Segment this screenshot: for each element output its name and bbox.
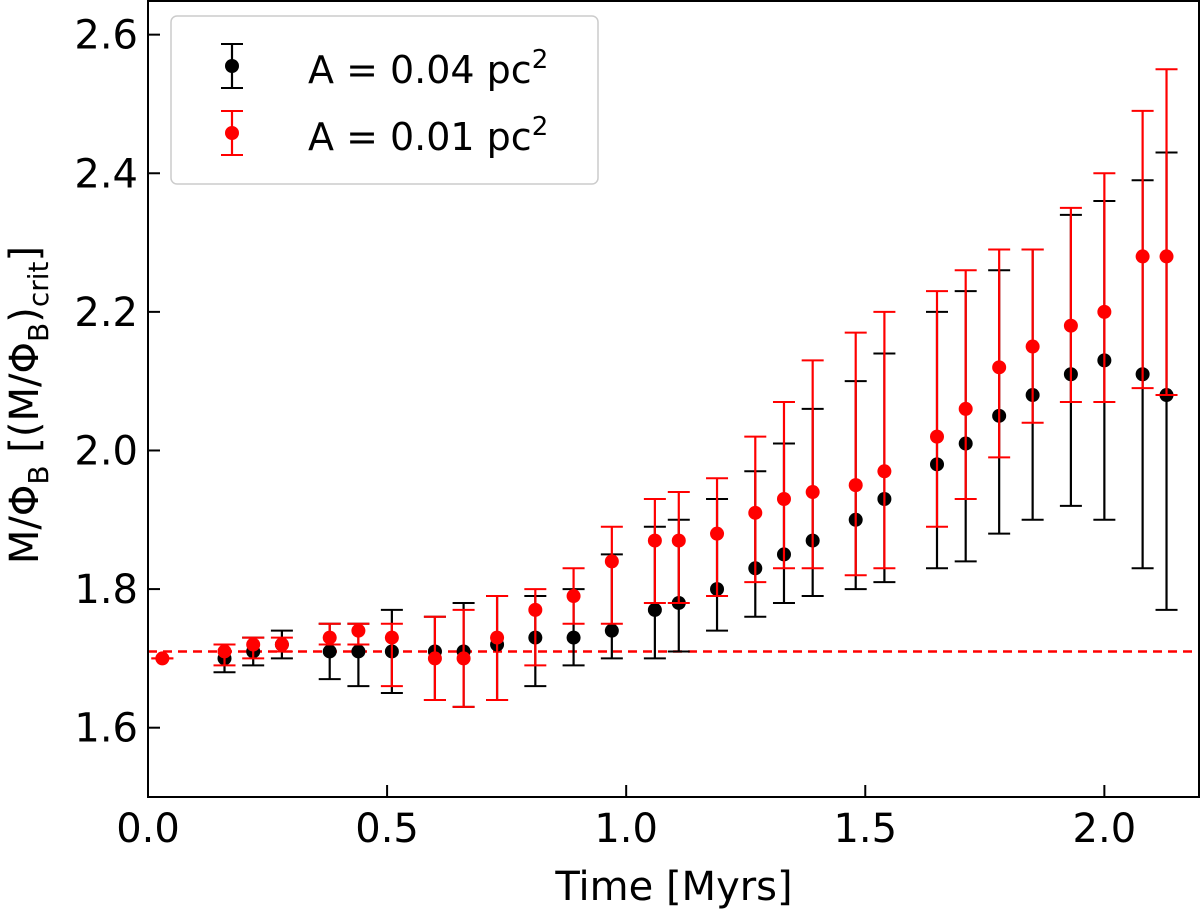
data-point [877,464,892,479]
error-bar [486,595,509,701]
data-point [776,491,791,506]
legend-marker-series-2 [221,110,243,156]
error-bar [1021,248,1044,424]
error-bar [801,359,824,570]
ticks-layer: 0.0 0.5 1.0 1.5 2.0 1.6 1.8 2.0 2.2 2.4 2.6 [74,13,1136,852]
y-tick-label: 1.8 [74,567,138,613]
data-point [1097,304,1112,319]
series-2 [151,68,1178,708]
data-point [647,533,662,548]
legend-point [225,59,239,73]
data-point [958,401,973,416]
series-layer [151,68,1178,708]
y-axis-title: M/ΦB [(M/ΦB)crit] [2,246,55,564]
data-point [566,630,581,645]
error-bar [524,588,547,667]
data-point [805,485,820,500]
legend-box [170,15,599,185]
data-point [1063,318,1078,333]
data-point [456,651,471,666]
y-tick-label: 2.0 [74,428,138,474]
data-point [384,630,399,645]
data-point [322,644,337,659]
x-tick-label: 1.5 [833,806,897,852]
data-point [155,651,170,666]
error-bar [988,248,1011,459]
legend-marker-series-1 [221,43,243,89]
data-point [604,554,619,569]
data-point [710,526,725,541]
data-point [1159,249,1174,264]
y-tick-label: 2.2 [74,290,138,336]
data-point [992,360,1007,375]
plot-frame [147,0,1200,798]
y-tick-label: 2.6 [74,13,138,59]
x-tick-label: 2.0 [1073,806,1137,852]
legend-label-series-2: A = 0.01 pc2 [308,112,548,159]
data-point [604,623,619,638]
legend-point [225,126,239,140]
error-bar [844,331,867,577]
error-bar [1059,206,1082,403]
data-point [246,637,261,652]
error-bar [600,525,623,625]
error-bar [772,400,795,570]
data-point [1025,339,1040,354]
data-point [930,429,944,444]
data-point [351,644,366,659]
error-bar [954,269,977,500]
data-point [566,589,581,604]
x-tick-label: 0.5 [355,806,419,852]
x-axis-title: Time [Myrs] [554,864,792,910]
error-bar [643,497,666,604]
data-point [274,637,289,652]
data-point [351,623,366,638]
data-point [671,533,686,548]
data-point [848,478,863,493]
legend-label-series-1: A = 0.04 pc2 [308,45,548,92]
data-point [1135,249,1150,264]
data-point [528,602,543,617]
data-point [490,630,505,645]
error-bar [1155,68,1178,397]
data-point [748,505,763,520]
data-point [647,602,662,617]
data-point [217,644,232,659]
x-tick-label: 1.0 [594,806,658,852]
x-tick-label: 0.0 [116,806,180,852]
error-bar [1093,172,1116,403]
error-bar [926,290,948,528]
y-tick-label: 1.6 [74,706,138,752]
data-point [322,630,337,645]
legend: A = 0.04 pc2 A = 0.01 pc2 [170,15,599,185]
error-bar [873,310,896,570]
y-tick-label: 2.4 [74,151,138,197]
data-point [427,651,442,666]
